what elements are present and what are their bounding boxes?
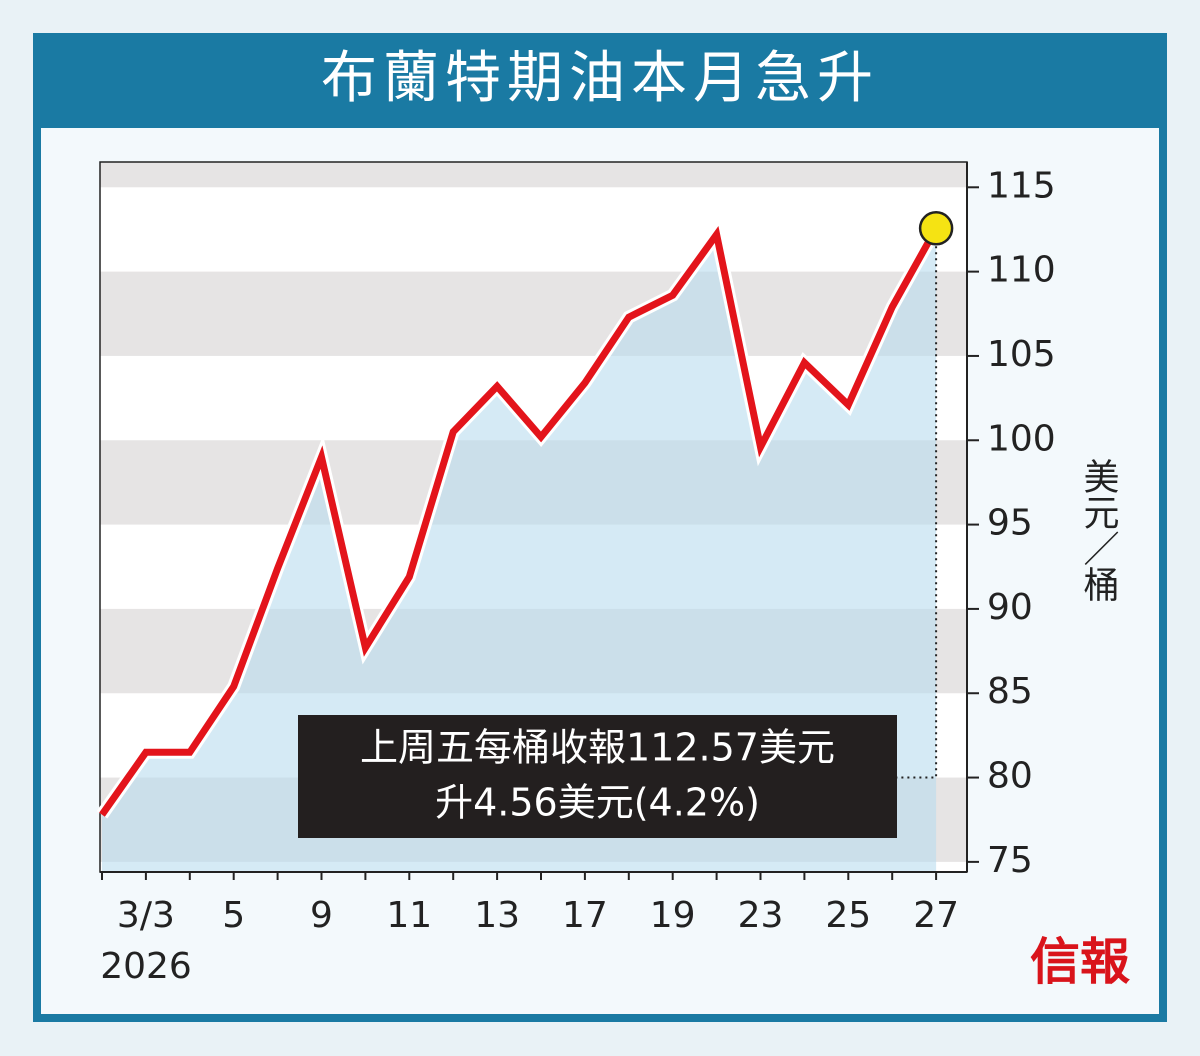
- x-tick-label: 5: [222, 895, 245, 936]
- x-tick-label: 9: [310, 895, 333, 936]
- x-tick-label: 19: [650, 895, 696, 936]
- x-tick-label: 23: [738, 895, 784, 936]
- x-tick-label: 3/3: [117, 895, 175, 936]
- annotation-box: [298, 715, 897, 838]
- x-axis-year: 2026: [100, 946, 192, 987]
- area: [102, 228, 937, 873]
- y-axis-label: 美元／桶: [1078, 458, 1120, 602]
- y-tick-label: 105: [987, 334, 1056, 375]
- x-tick-label: 27: [913, 895, 959, 936]
- x-tick-label: 13: [474, 895, 520, 936]
- y-tick-label: 115: [987, 165, 1056, 206]
- y-tick-label: 90: [987, 587, 1033, 628]
- line: [99, 226, 940, 817]
- y-tick-label: 95: [987, 503, 1033, 544]
- last-point-marker: [918, 211, 954, 246]
- y-tick-label: 100: [987, 418, 1056, 459]
- y-tick-label: 85: [987, 671, 1033, 712]
- annotation: 上周五每桶收報112.57美元: [360, 726, 835, 770]
- y-tick-label: 110: [987, 250, 1056, 291]
- chart-title: 布蘭特期油本月急升: [321, 46, 879, 111]
- grid-band: [100, 162, 967, 188]
- x-tick-label: 17: [562, 895, 608, 936]
- y-tick-label: 80: [987, 756, 1033, 797]
- annotation: 升4.56美元(4.2%): [435, 781, 760, 825]
- grid-band: [100, 271, 967, 356]
- logo: 信報: [1030, 932, 1130, 991]
- x-tick-label: 11: [386, 895, 432, 936]
- y-tick-label: 75: [987, 840, 1033, 881]
- x-tick-label: 25: [825, 895, 871, 936]
- plot: 75 80 85 90 95 100 105 110 115 3/3 5 9 11 13 17 19 23 25 2…: [96, 161, 1056, 936]
- plot-border: [99, 161, 968, 873]
